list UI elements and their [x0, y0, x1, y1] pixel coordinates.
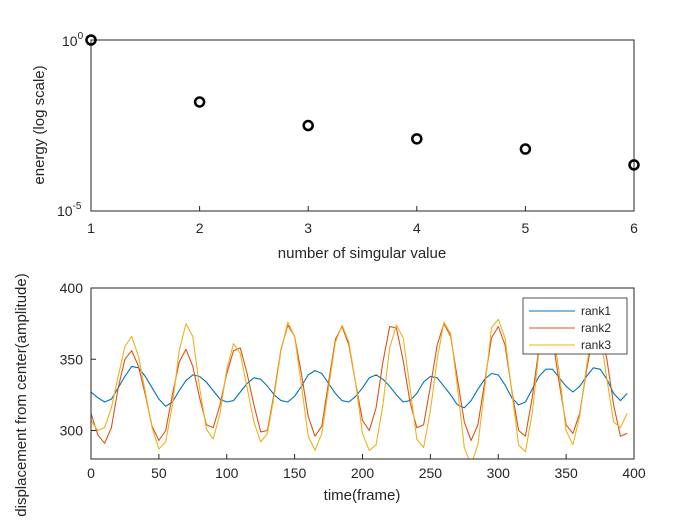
top-x-tick-label: 2	[196, 220, 204, 236]
bottom-x-tick-label: 250	[419, 465, 443, 481]
bottom-series-lines	[91, 317, 628, 459]
bottom-x-tick-label: 300	[487, 465, 511, 481]
scatter-point	[302, 119, 314, 132]
top-data-points	[85, 34, 640, 171]
top-chart: 1 2 3 4 5 6 100 10-5 number of simgular value…	[31, 31, 640, 262]
bottom-x-axis-label: time(frame)	[324, 487, 401, 504]
legend-label-rank2: rank2	[581, 321, 611, 335]
scatter-point	[628, 159, 640, 171]
legend-label-rank1: rank1	[581, 304, 611, 318]
bottom-x-axis-ticks: 0 50 100 150 200 250 300 350 400	[87, 454, 646, 481]
bottom-y-tick-label: 400	[60, 280, 84, 296]
bottom-y-axis-ticks: 300 350 400	[60, 280, 96, 439]
bottom-x-tick-label: 100	[215, 465, 239, 481]
top-y-axis-label: energy (log scale)	[31, 65, 48, 184]
series-line-rank3	[91, 317, 628, 459]
top-plot-area	[90, 39, 635, 212]
bottom-x-tick-label: 150	[283, 465, 307, 481]
legend-label-rank3: rank3	[581, 338, 611, 352]
top-x-tick-label: 1	[87, 220, 95, 236]
bottom-y-tick-label: 300	[60, 423, 84, 439]
top-y-axis-ticks: 100 10-5	[57, 31, 96, 219]
legend-box	[522, 297, 628, 355]
bottom-x-tick-label: 0	[87, 465, 95, 481]
top-x-tick-label: 4	[413, 220, 421, 236]
scatter-point	[519, 143, 532, 155]
top-y-tick-label-top: 100	[62, 31, 84, 49]
legend: rank1 rank2 rank3	[522, 297, 628, 355]
top-x-axis-ticks: 1 2 3 4 5 6	[87, 206, 638, 236]
bottom-chart: 0 50 100 150 200 250 300 350 400 300 350 400 rank1…	[13, 273, 646, 516]
scatter-point	[193, 96, 206, 108]
top-x-axis-label: number of simgular value	[278, 245, 446, 262]
bottom-x-tick-label: 50	[151, 465, 167, 481]
series-line-rank1	[91, 365, 628, 409]
bottom-x-tick-label: 200	[351, 465, 375, 481]
bottom-x-tick-label: 400	[622, 465, 646, 481]
top-x-tick-label: 5	[522, 220, 530, 236]
bottom-y-axis-label: displacement from center(amplitude)	[13, 273, 30, 516]
bottom-y-tick-label: 350	[60, 351, 84, 367]
top-x-tick-label: 3	[304, 220, 312, 236]
scatter-point	[85, 34, 97, 46]
scatter-point	[411, 133, 423, 145]
bottom-x-tick-label: 350	[554, 465, 578, 481]
top-y-tick-label-bottom: 10-5	[57, 201, 82, 219]
top-x-tick-label: 6	[630, 220, 638, 236]
